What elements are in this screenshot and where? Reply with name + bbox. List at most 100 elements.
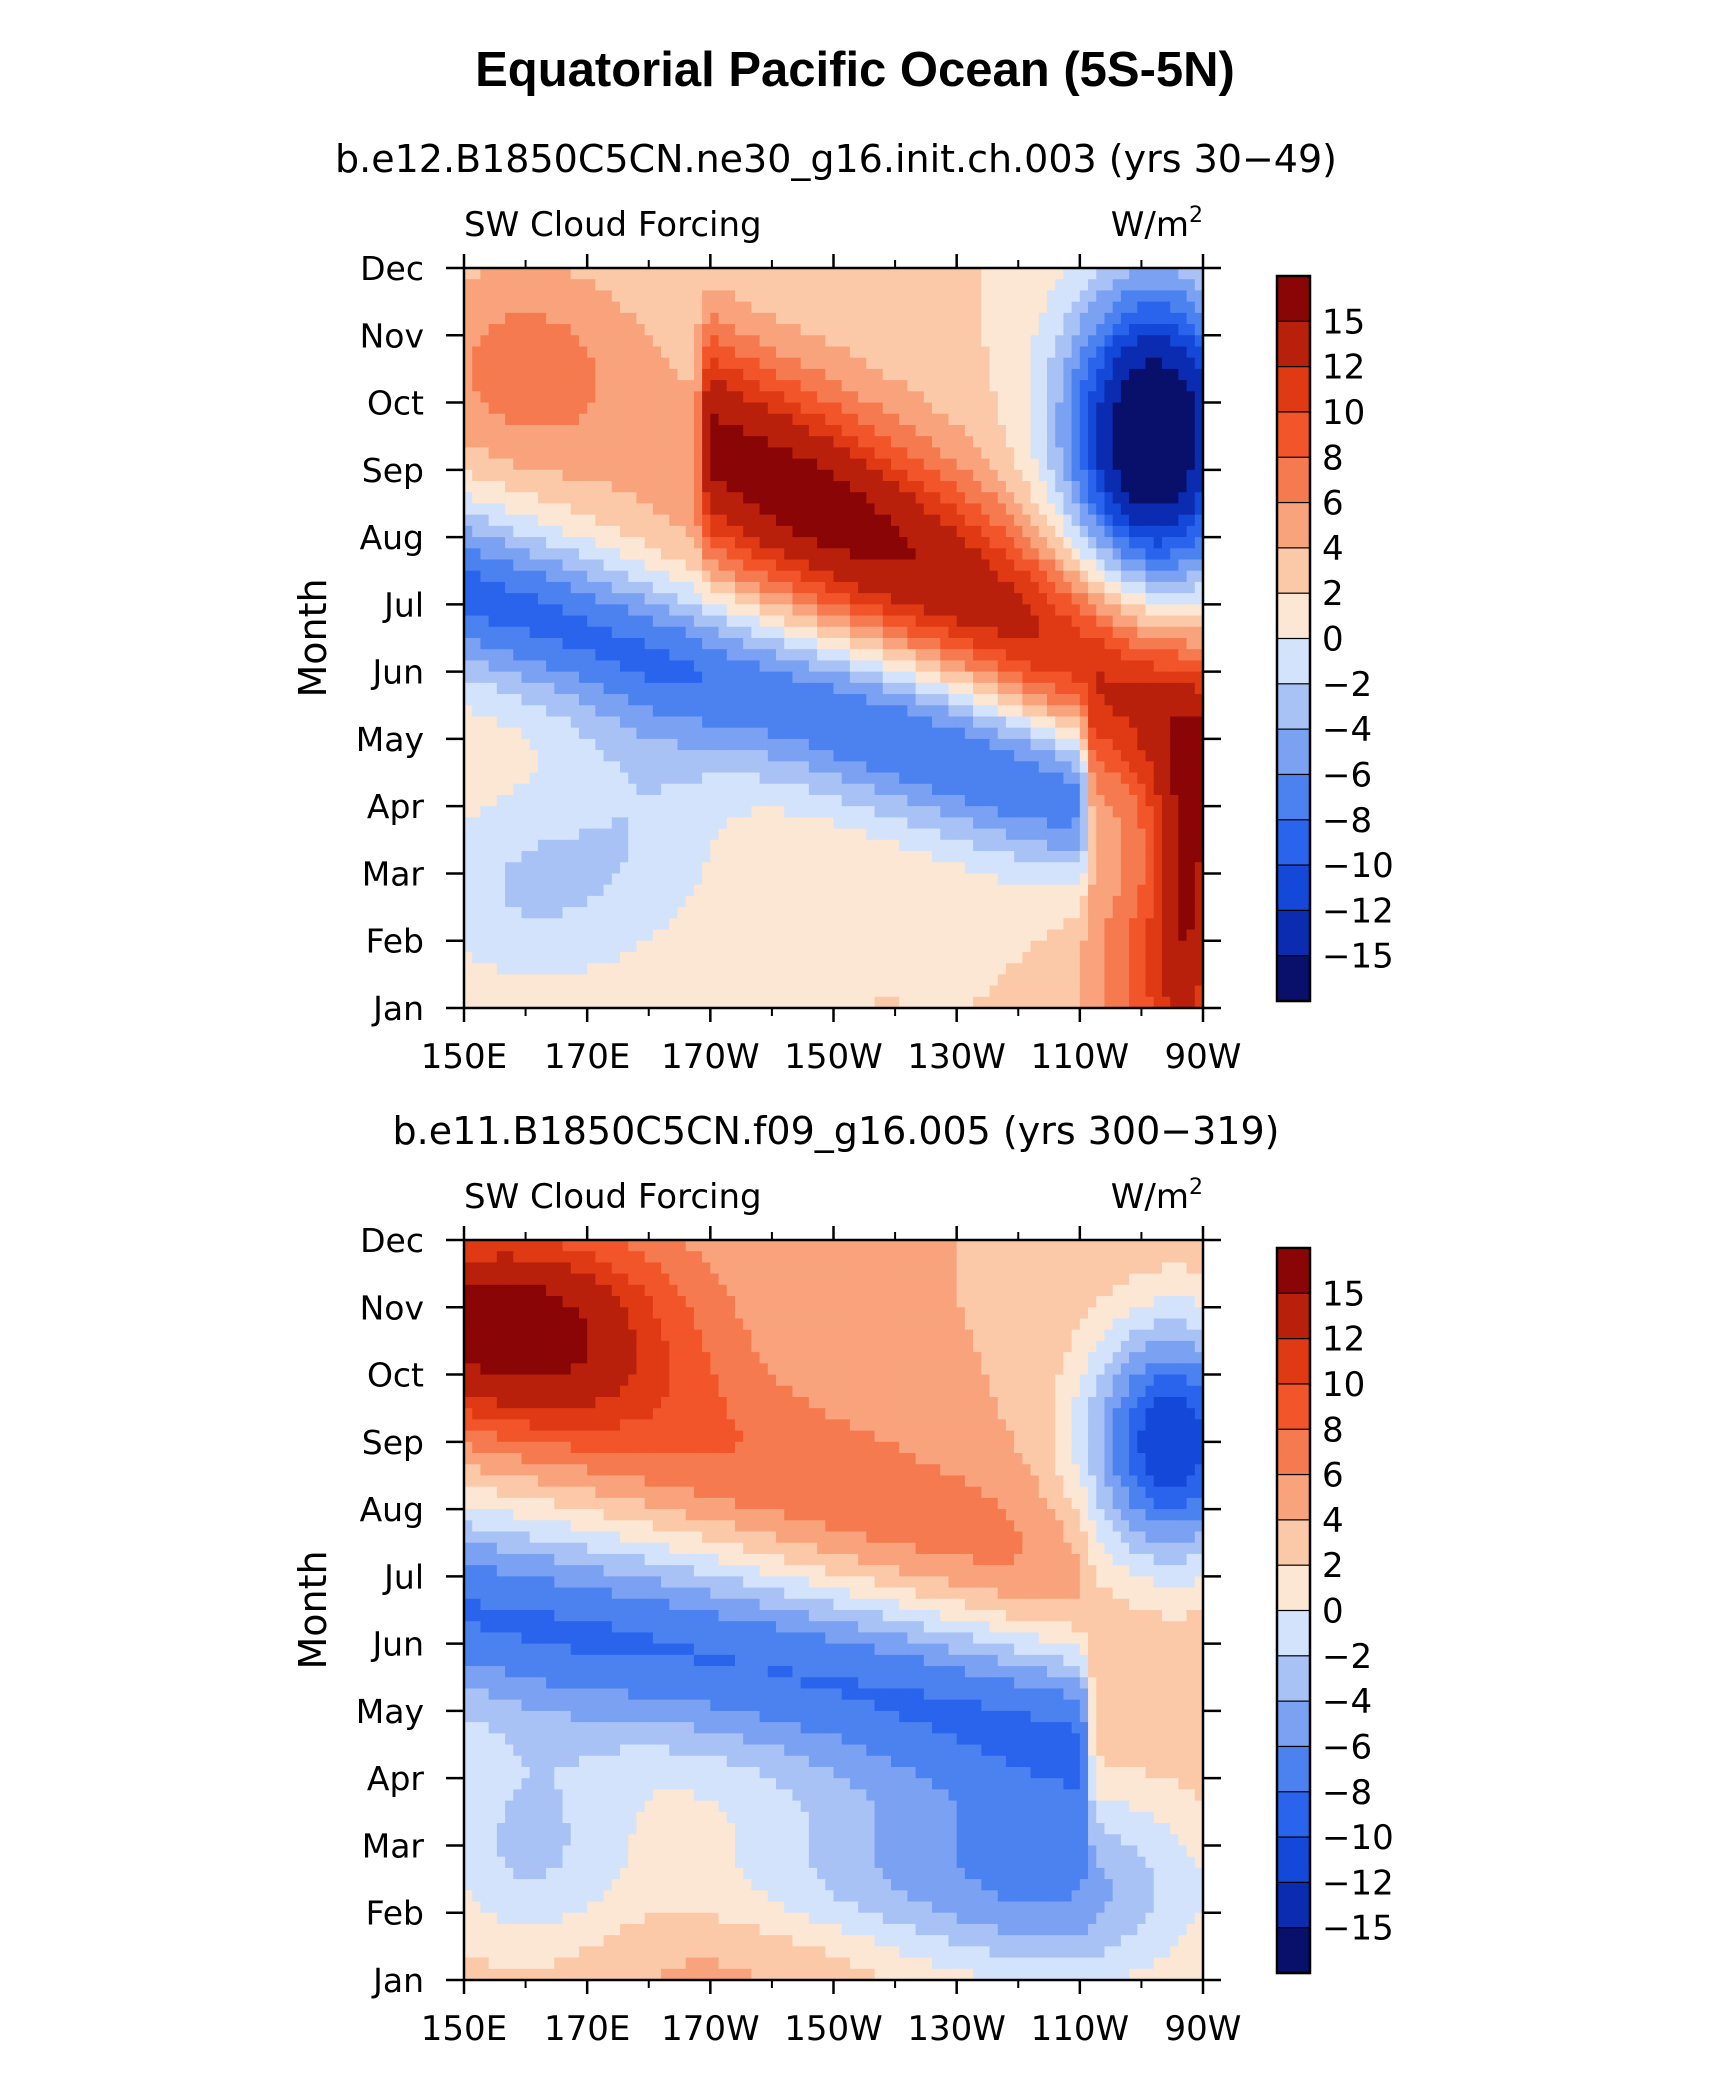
contour-cell [513, 750, 523, 763]
contour-cell [718, 279, 728, 292]
contour-cell [726, 716, 736, 729]
contour-cell [529, 559, 539, 572]
contour-cell [611, 514, 621, 527]
contour-cell [825, 862, 835, 875]
contour-cell [767, 312, 777, 325]
contour-cell [603, 279, 613, 292]
contour-cell [981, 851, 991, 863]
contour-cell [1046, 290, 1056, 303]
contour-cell [882, 862, 892, 875]
contour-cell [546, 413, 556, 426]
contour-cell [710, 884, 720, 897]
contour-cell [628, 368, 638, 381]
contour-cell [628, 481, 638, 493]
contour-cell [1129, 268, 1139, 280]
contour-cell [677, 481, 687, 493]
contour-cell [562, 368, 572, 381]
contour-cell [825, 638, 835, 650]
contour-cell [1194, 694, 1204, 706]
contour-cell [661, 324, 670, 336]
contour-cell [808, 357, 818, 370]
contour-cell [866, 312, 876, 325]
contour-cell [1120, 806, 1130, 819]
contour-cell [1120, 290, 1130, 303]
contour-cell [620, 716, 629, 729]
contour-cell [874, 481, 884, 493]
contour-cell [611, 548, 621, 561]
contour-cell [677, 884, 687, 897]
contour-cell [841, 873, 851, 886]
contour-cell [726, 380, 736, 393]
contour-cell [562, 301, 572, 314]
contour-cell [1178, 503, 1188, 516]
contour-cell [710, 492, 720, 505]
contour-cell [644, 548, 654, 561]
contour-cell [1145, 851, 1155, 863]
contour-cell [636, 548, 646, 561]
contour-cell [915, 279, 925, 292]
contour-cell [496, 581, 506, 594]
contour-cell [661, 492, 670, 505]
contour-cell [603, 705, 613, 718]
contour-cell [981, 738, 991, 751]
contour-cell [578, 660, 588, 673]
contour-cell [890, 380, 900, 393]
contour-cell [989, 436, 999, 449]
contour-cell [907, 839, 917, 852]
contour-cell [513, 503, 523, 516]
contour-cell [554, 559, 564, 572]
contour-cell [964, 626, 974, 639]
contour-cell [833, 649, 843, 662]
contour-cell [1129, 346, 1139, 359]
contour-cell [603, 738, 613, 751]
contour-cell [578, 783, 588, 796]
contour-cell [464, 806, 473, 819]
contour-cell [833, 346, 843, 359]
contour-cell [817, 413, 826, 426]
contour-cell [973, 413, 982, 426]
contour-cell [521, 772, 531, 785]
contour-cell [1104, 548, 1114, 561]
contour-cell [817, 324, 826, 336]
contour-cell [759, 694, 769, 706]
contour-cell [587, 772, 597, 785]
contour-cell [1112, 783, 1122, 796]
contour-cell [923, 862, 933, 875]
contour-cell [472, 638, 482, 650]
contour-cell [808, 839, 818, 852]
contour-cell [488, 424, 498, 437]
contour-cell [661, 346, 670, 359]
contour-cell [767, 357, 777, 370]
contour-cell [1096, 525, 1106, 538]
contour-cell [562, 268, 572, 280]
contour-cell [1079, 391, 1089, 404]
contour-cell [792, 682, 802, 695]
contour-cell [620, 469, 629, 482]
contour-cell [480, 424, 490, 437]
contour-cell [669, 839, 679, 852]
contour-cell [1063, 750, 1073, 763]
contour-cell [661, 436, 670, 449]
contour-cell [751, 761, 761, 774]
contour-cell [537, 279, 547, 292]
contour-cell [1005, 873, 1015, 886]
contour-cell [849, 626, 859, 639]
contour-cell [652, 447, 662, 460]
contour-cell [759, 738, 769, 751]
contour-cell [1005, 570, 1015, 583]
contour-cell [1104, 268, 1114, 280]
contour-cell [1014, 851, 1024, 863]
contour-cell [578, 615, 588, 628]
contour-cell [1120, 402, 1130, 415]
contour-cell [513, 682, 523, 695]
contour-cell [1038, 839, 1048, 852]
contour-cell [743, 705, 753, 718]
contour-cell [849, 828, 859, 841]
contour-cell [710, 727, 720, 740]
contour-cell [644, 862, 654, 875]
contour-cell [685, 851, 695, 863]
contour-cell [521, 503, 531, 516]
contour-cell [570, 761, 580, 774]
contour-cell [677, 761, 687, 774]
contour-cell [1120, 817, 1130, 830]
